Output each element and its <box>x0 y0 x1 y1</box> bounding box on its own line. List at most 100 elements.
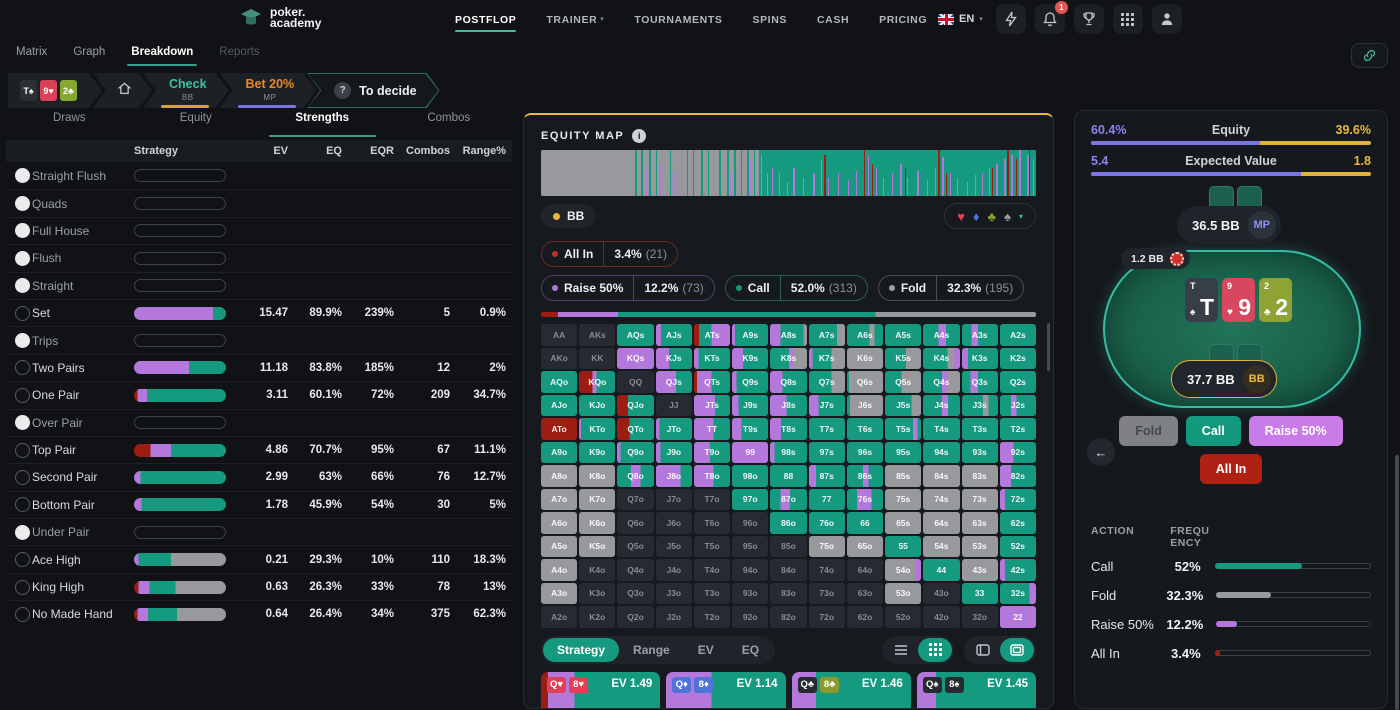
matrix-cell-Q4s[interactable]: Q4s <box>923 371 959 393</box>
matrix-cell-T9s[interactable]: T9s <box>732 418 768 440</box>
club-suit-icon[interactable]: ♣ <box>988 209 997 224</box>
matrix-cell-A2o[interactable]: A2o <box>541 606 577 628</box>
matrix-cell-J8o[interactable]: J8o <box>656 465 692 487</box>
matrix-cell-KTo[interactable]: KTo <box>579 418 615 440</box>
strategy-bar[interactable] <box>134 581 226 594</box>
matrix-cell-66[interactable]: 66 <box>847 512 883 534</box>
matrix-cell-T4o[interactable]: T4o <box>694 559 730 581</box>
matrix-cell-KJo[interactable]: KJo <box>579 395 615 417</box>
matrix-cell-J5s[interactable]: J5s <box>885 395 921 417</box>
list-view-button[interactable] <box>884 638 918 662</box>
matrix-cell-Q5s[interactable]: Q5s <box>885 371 921 393</box>
matrix-cell-Q2o[interactable]: Q2o <box>617 606 653 628</box>
tab-reports[interactable]: Reports <box>219 46 259 66</box>
matrix-cell-74s[interactable]: 74s <box>923 489 959 511</box>
matrix-scrollbar[interactable] <box>1047 323 1050 371</box>
combo-card-0[interactable]: Q♥8♥EV 1.49Fold0% · EV 0.00 <box>541 672 660 710</box>
matrix-cell-ATs[interactable]: ATs <box>694 324 730 346</box>
action-chip-raise-50-[interactable]: Raise 50%12.2%(73) <box>541 275 715 301</box>
strategy-bar[interactable] <box>134 389 226 402</box>
matrix-cell-72o[interactable]: 72o <box>809 606 845 628</box>
matrix-cell-J7s[interactable]: J7s <box>809 395 845 417</box>
matrix-cell-42o[interactable]: 42o <box>923 606 959 628</box>
matrix-cell-52s[interactable]: 52s <box>1000 536 1036 558</box>
matrix-cell-ATo[interactable]: ATo <box>541 418 577 440</box>
matrix-cell-QJo[interactable]: QJo <box>617 395 653 417</box>
nav-item-trainer[interactable]: TRAINER▾ <box>546 1 604 39</box>
matrix-cell-J3s[interactable]: J3s <box>962 395 998 417</box>
row-checkbox[interactable] <box>15 443 30 458</box>
matrix-cell-98s[interactable]: 98s <box>770 442 806 464</box>
row-checkbox[interactable] <box>15 251 30 266</box>
matrix-cell-93o[interactable]: 93o <box>732 583 768 605</box>
matrix-cell-A8o[interactable]: A8o <box>541 465 577 487</box>
matrix-cell-Q3s[interactable]: Q3s <box>962 371 998 393</box>
matrix-cell-84o[interactable]: 84o <box>770 559 806 581</box>
strategy-bar[interactable] <box>134 252 226 265</box>
matrix-cell-75s[interactable]: 75s <box>885 489 921 511</box>
matrix-cell-Q6s[interactable]: Q6s <box>847 371 883 393</box>
matrix-cell-J9s[interactable]: J9s <box>732 395 768 417</box>
matrix-cell-A9s[interactable]: A9s <box>732 324 768 346</box>
matrix-mode-range[interactable]: Range <box>619 638 684 662</box>
matrix-cell-43o[interactable]: 43o <box>923 583 959 605</box>
matrix-cell-42s[interactable]: 42s <box>1000 559 1036 581</box>
matrix-cell-A3s[interactable]: A3s <box>962 324 998 346</box>
nav-item-cash[interactable]: CASH <box>817 1 849 39</box>
sidebar-layout-button[interactable] <box>966 638 1000 662</box>
matrix-cell-K5o[interactable]: K5o <box>579 536 615 558</box>
combo-card-1[interactable]: Q♦8♦EV 1.14Fold0% · EV 0.00 <box>666 672 785 710</box>
matrix-cell-62o[interactable]: 62o <box>847 606 883 628</box>
spade-suit-icon[interactable]: ♠ <box>1004 209 1011 224</box>
matrix-cell-A4s[interactable]: A4s <box>923 324 959 346</box>
matrix-cell-JTo[interactable]: JTo <box>656 418 692 440</box>
matrix-cell-86s[interactable]: 86s <box>847 465 883 487</box>
matrix-cell-A8s[interactable]: A8s <box>770 324 806 346</box>
matrix-cell-A4o[interactable]: A4o <box>541 559 577 581</box>
strategy-bar[interactable] <box>134 416 226 429</box>
matrix-cell-65o[interactable]: 65o <box>847 536 883 558</box>
breadcrumb-board-cards[interactable]: T♠9♥2♣ <box>8 73 102 108</box>
matrix-cell-A5o[interactable]: A5o <box>541 536 577 558</box>
row-checkbox[interactable] <box>15 607 30 622</box>
matrix-cell-J4s[interactable]: J4s <box>923 395 959 417</box>
matrix-cell-85s[interactable]: 85s <box>885 465 921 487</box>
matrix-cell-93s[interactable]: 93s <box>962 442 998 464</box>
breadcrumb-decide-step[interactable]: ? To decide <box>308 74 438 107</box>
row-checkbox[interactable] <box>15 580 30 595</box>
matrix-cell-T6s[interactable]: T6s <box>847 418 883 440</box>
matrix-cell-J2o[interactable]: J2o <box>656 606 692 628</box>
matrix-cell-J6s[interactable]: J6s <box>847 395 883 417</box>
diamond-suit-icon[interactable]: ♦ <box>973 209 980 224</box>
matrix-cell-A7o[interactable]: A7o <box>541 489 577 511</box>
matrix-cell-97o[interactable]: 97o <box>732 489 768 511</box>
matrix-cell-J5o[interactable]: J5o <box>656 536 692 558</box>
matrix-cell-T4s[interactable]: T4s <box>923 418 959 440</box>
matrix-cell-Q7s[interactable]: Q7s <box>809 371 845 393</box>
nav-item-tournaments[interactable]: TOURNAMENTS <box>634 1 722 39</box>
notifications-button[interactable]: 1 <box>1035 4 1065 34</box>
back-button[interactable]: ← <box>1087 438 1115 466</box>
matrix-cell-Q2s[interactable]: Q2s <box>1000 371 1036 393</box>
page-scrollbar[interactable] <box>1395 455 1399 710</box>
matrix-cell-Q9o[interactable]: Q9o <box>617 442 653 464</box>
matrix-cell-Q6o[interactable]: Q6o <box>617 512 653 534</box>
matrix-cell-98o[interactable]: 98o <box>732 465 768 487</box>
row-checkbox[interactable] <box>15 360 30 375</box>
apps-grid-button[interactable] <box>1113 4 1143 34</box>
matrix-cell-J8s[interactable]: J8s <box>770 395 806 417</box>
matrix-cell-K8o[interactable]: K8o <box>579 465 615 487</box>
strategy-bar[interactable] <box>134 224 226 237</box>
matrix-cell-Q8s[interactable]: Q8s <box>770 371 806 393</box>
heart-suit-icon[interactable]: ♥ <box>957 209 965 224</box>
matrix-mode-ev[interactable]: EV <box>684 638 728 662</box>
matrix-cell-T3s[interactable]: T3s <box>962 418 998 440</box>
matrix-cell-74o[interactable]: 74o <box>809 559 845 581</box>
matrix-cell-J7o[interactable]: J7o <box>656 489 692 511</box>
row-checkbox[interactable] <box>15 278 30 293</box>
matrix-cell-63s[interactable]: 63s <box>962 512 998 534</box>
matrix-cell-AKo[interactable]: AKo <box>541 348 577 370</box>
tab-matrix[interactable]: Matrix <box>16 46 47 66</box>
matrix-cell-K9s[interactable]: K9s <box>732 348 768 370</box>
strengths-tab-equity[interactable]: Equity <box>133 112 260 134</box>
